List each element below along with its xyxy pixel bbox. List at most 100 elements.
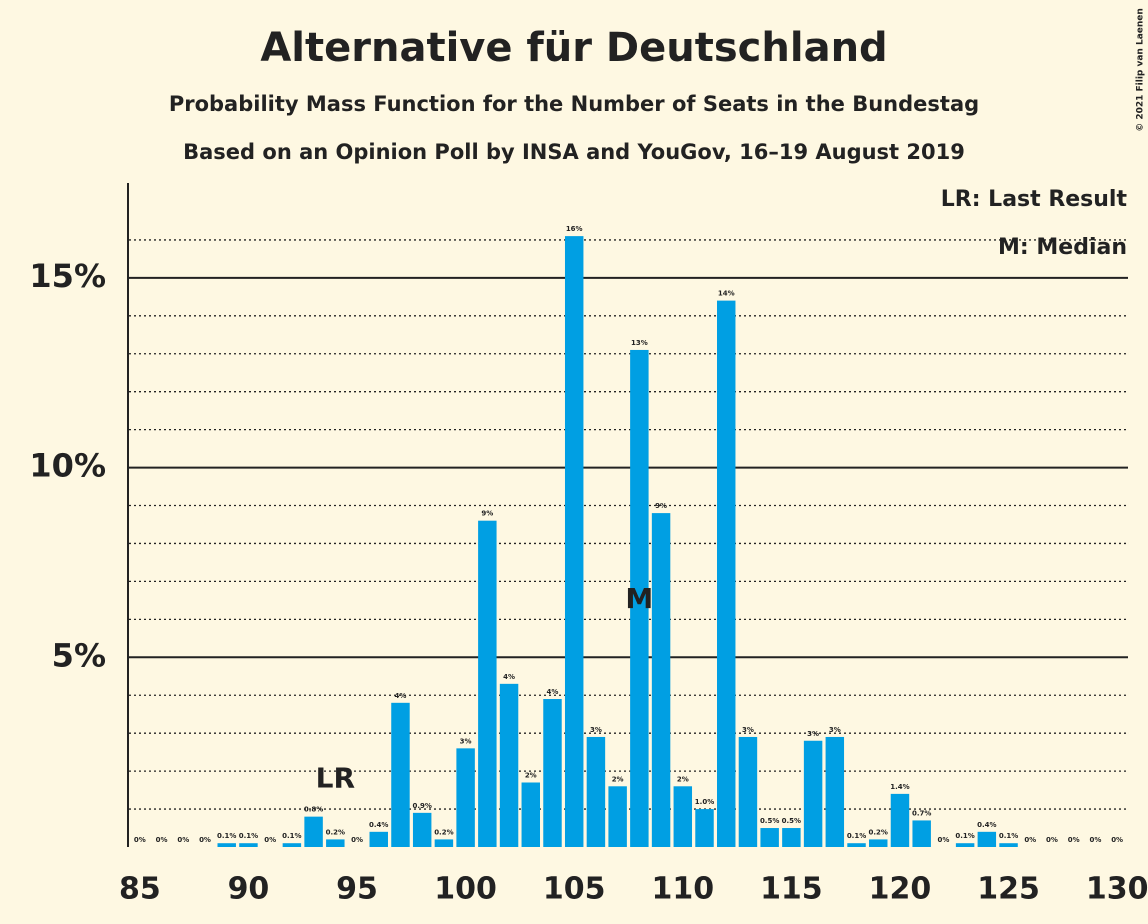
annotation: LR (316, 761, 355, 794)
value-label: 0% (156, 836, 168, 844)
bar (999, 843, 1018, 847)
bar (738, 736, 758, 847)
value-label: 0% (134, 836, 146, 844)
value-label: 9% (655, 502, 667, 510)
legend-entry: LR: Last Result (941, 187, 1128, 212)
value-label: 2% (525, 771, 537, 779)
value-label: 0.8% (304, 806, 323, 814)
value-label: 0.4% (977, 821, 996, 829)
chart-subtitle: Probability Mass Function for the Number… (169, 92, 979, 116)
value-label: 0% (1024, 836, 1036, 844)
x-tick-label: 120 (869, 872, 932, 907)
y-tick-label: 5% (52, 636, 106, 674)
value-label: 13% (631, 339, 648, 347)
value-label: 0.7% (912, 809, 931, 817)
x-tick-label: 95 (336, 872, 378, 907)
value-label: 0.5% (760, 817, 779, 825)
value-label: 2% (677, 775, 689, 783)
value-label: 14% (718, 290, 735, 298)
bar (217, 843, 236, 847)
x-tick-label: 125 (977, 872, 1040, 907)
value-label: 9% (481, 510, 493, 518)
value-label: 4% (395, 692, 407, 700)
bar (543, 699, 562, 847)
value-label: 0.2% (326, 828, 345, 836)
bar (456, 748, 475, 847)
value-label: 4% (547, 688, 559, 696)
value-label: 3% (829, 726, 841, 734)
x-tick-label: 115 (760, 872, 823, 907)
annotation: M (625, 582, 653, 615)
value-label: 0% (177, 836, 189, 844)
value-label: 0.1% (239, 832, 258, 840)
value-label: 0.5% (782, 817, 801, 825)
bar (391, 702, 410, 847)
value-label: 0% (264, 836, 276, 844)
y-tick-label: 15% (29, 257, 106, 295)
value-label: 3% (807, 730, 819, 738)
value-label: 0.1% (999, 832, 1018, 840)
value-label: 1.0% (695, 798, 714, 806)
value-label: 0% (1046, 836, 1058, 844)
value-label: 0.4% (369, 821, 388, 829)
bar (869, 839, 888, 847)
value-label: 0% (1111, 836, 1123, 844)
value-label: 0.1% (847, 832, 866, 840)
bar (825, 736, 845, 847)
value-label: 2% (612, 775, 624, 783)
value-label: 0% (199, 836, 211, 844)
bar (304, 816, 323, 847)
value-label: 0.1% (282, 832, 301, 840)
value-label: 1.4% (890, 783, 909, 791)
x-tick-label: 90 (228, 872, 270, 907)
bar (282, 843, 302, 847)
value-label: 3% (460, 737, 472, 745)
x-tick-label: 100 (434, 872, 497, 907)
value-label: 0.1% (217, 832, 236, 840)
chart-subtitle: Based on an Opinion Poll by INSA and You… (183, 140, 965, 164)
value-label: 0.2% (869, 828, 888, 836)
bar (586, 736, 606, 847)
bar (782, 828, 801, 847)
legend-entry: M: Median (998, 235, 1127, 260)
bar (716, 300, 736, 847)
bar (521, 782, 541, 847)
x-tick-label: 105 (543, 872, 606, 907)
x-tick-label: 130 (1086, 872, 1148, 907)
bar (651, 513, 671, 847)
value-label: 0.9% (412, 802, 431, 810)
bar (955, 843, 975, 847)
chart-title: Alternative für Deutschland (260, 25, 887, 71)
value-label: 0% (1089, 836, 1101, 844)
bar (478, 520, 497, 847)
value-label: 0.1% (955, 832, 974, 840)
bar (673, 786, 693, 847)
value-label: 3% (590, 726, 602, 734)
value-label: 0% (351, 836, 363, 844)
x-tick-label: 110 (651, 872, 714, 907)
value-label: 0.2% (434, 828, 453, 836)
bar (630, 349, 649, 847)
bar (412, 812, 432, 847)
bar (499, 683, 519, 847)
bar (434, 839, 454, 847)
value-label: 16% (566, 225, 583, 233)
value-label: 0% (1068, 836, 1080, 844)
bar (760, 828, 779, 847)
bar (695, 809, 714, 847)
copyright: © 2021 Filip van Laenen (1136, 8, 1146, 132)
bar (912, 820, 931, 847)
bar (326, 839, 345, 847)
value-label: 4% (503, 673, 515, 681)
value-label: 3% (742, 726, 754, 734)
x-tick-label: 85 (119, 872, 161, 907)
bar (890, 793, 910, 847)
bar (977, 831, 997, 847)
bar (239, 843, 258, 847)
bar (369, 831, 388, 847)
bar (608, 786, 627, 847)
bar (847, 843, 866, 847)
value-label: 0% (937, 836, 949, 844)
y-tick-label: 10% (29, 447, 106, 485)
